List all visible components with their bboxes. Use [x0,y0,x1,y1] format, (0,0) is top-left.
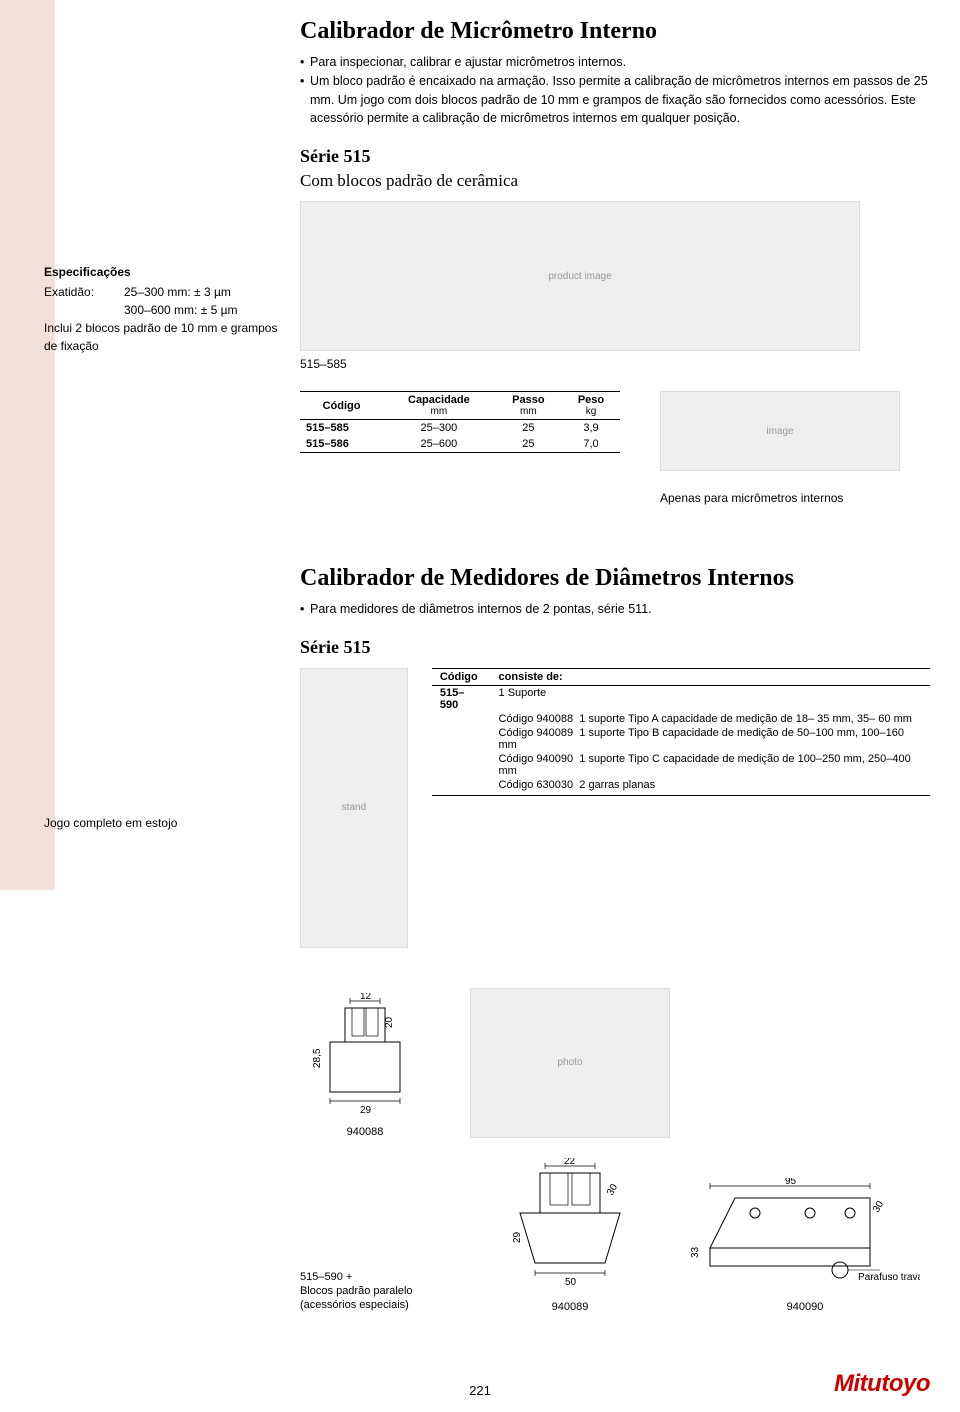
col-header: Código [300,392,383,420]
svg-text:28,5: 28,5 [312,1048,323,1068]
col-header: Capacidademm [383,392,495,420]
spec-sidebar-1: Especificações Exatidão:25–300 mm: ± 3 µ… [30,255,290,355]
bullet: Um bloco padrão é encaixado na armação. … [300,72,930,128]
diagram-940089: 22 30 29 50 940089 [490,1158,650,1313]
series-subhead: Com blocos padrão de cerâmica [300,171,930,191]
svg-text:12: 12 [360,993,372,1002]
section1-title: Calibrador de Micrômetro Interno [300,18,930,45]
svg-text:30: 30 [605,1182,620,1198]
diagram-940088: 12 20 28,5 29 940088 [300,993,430,1138]
bottom-caption: 515–590 + Blocos padrão paralelo (acessó… [300,1270,450,1313]
series-label-2: Série 515 [300,637,930,658]
svg-text:30: 30 [871,1199,886,1215]
svg-text:20: 20 [384,1016,395,1028]
kit-header-contents: consiste de: [491,668,930,685]
left-color-strip [0,0,55,890]
section2-title: Calibrador de Medidores de Diâmetros Int… [300,565,930,592]
page-number: 221 [0,1383,960,1398]
spec-table-1: Código Capacidademm Passomm Pesokg 515–5… [300,391,620,453]
bullet: Para medidores de diâmetros internos de … [300,600,930,619]
svg-text:Parafuso trava: Parafuso trava [858,1272,920,1283]
col-header: Passomm [495,392,562,420]
aside-note: Apenas para micrômetros internos [660,471,843,505]
stand-image: stand [300,668,408,948]
svg-text:95: 95 [785,1178,797,1187]
section2-bullets: Para medidores de diâmetros internos de … [300,600,930,619]
bullet: Para inspecionar, calibrar e ajustar mic… [300,53,930,72]
diagram-940090: 95 30 33 Parafuso trava 940090 [690,1178,920,1313]
svg-text:29: 29 [512,1231,523,1243]
svg-text:50: 50 [565,1277,577,1288]
usage-photo: photo [470,988,670,1138]
kit-table: Código consiste de: 515–590 1 Suporte Có… [432,668,930,796]
section1-bullets: Para inspecionar, calibrar e ajustar mic… [300,53,930,128]
col-header: Pesokg [562,392,620,420]
series-label: Série 515 [300,146,930,167]
spec-sidebar-2: Jogo completo em estojo [30,808,290,830]
svg-text:29: 29 [360,1105,372,1116]
brand-logo: Mitutoyo [834,1370,930,1398]
kit-header-code: Código [432,668,491,685]
product-code-under-image: 515–585 [300,357,930,371]
svg-text:22: 22 [564,1158,576,1167]
product-image-2: image [660,391,900,471]
product-image-1: product image [300,201,860,351]
svg-text:33: 33 [690,1246,701,1258]
